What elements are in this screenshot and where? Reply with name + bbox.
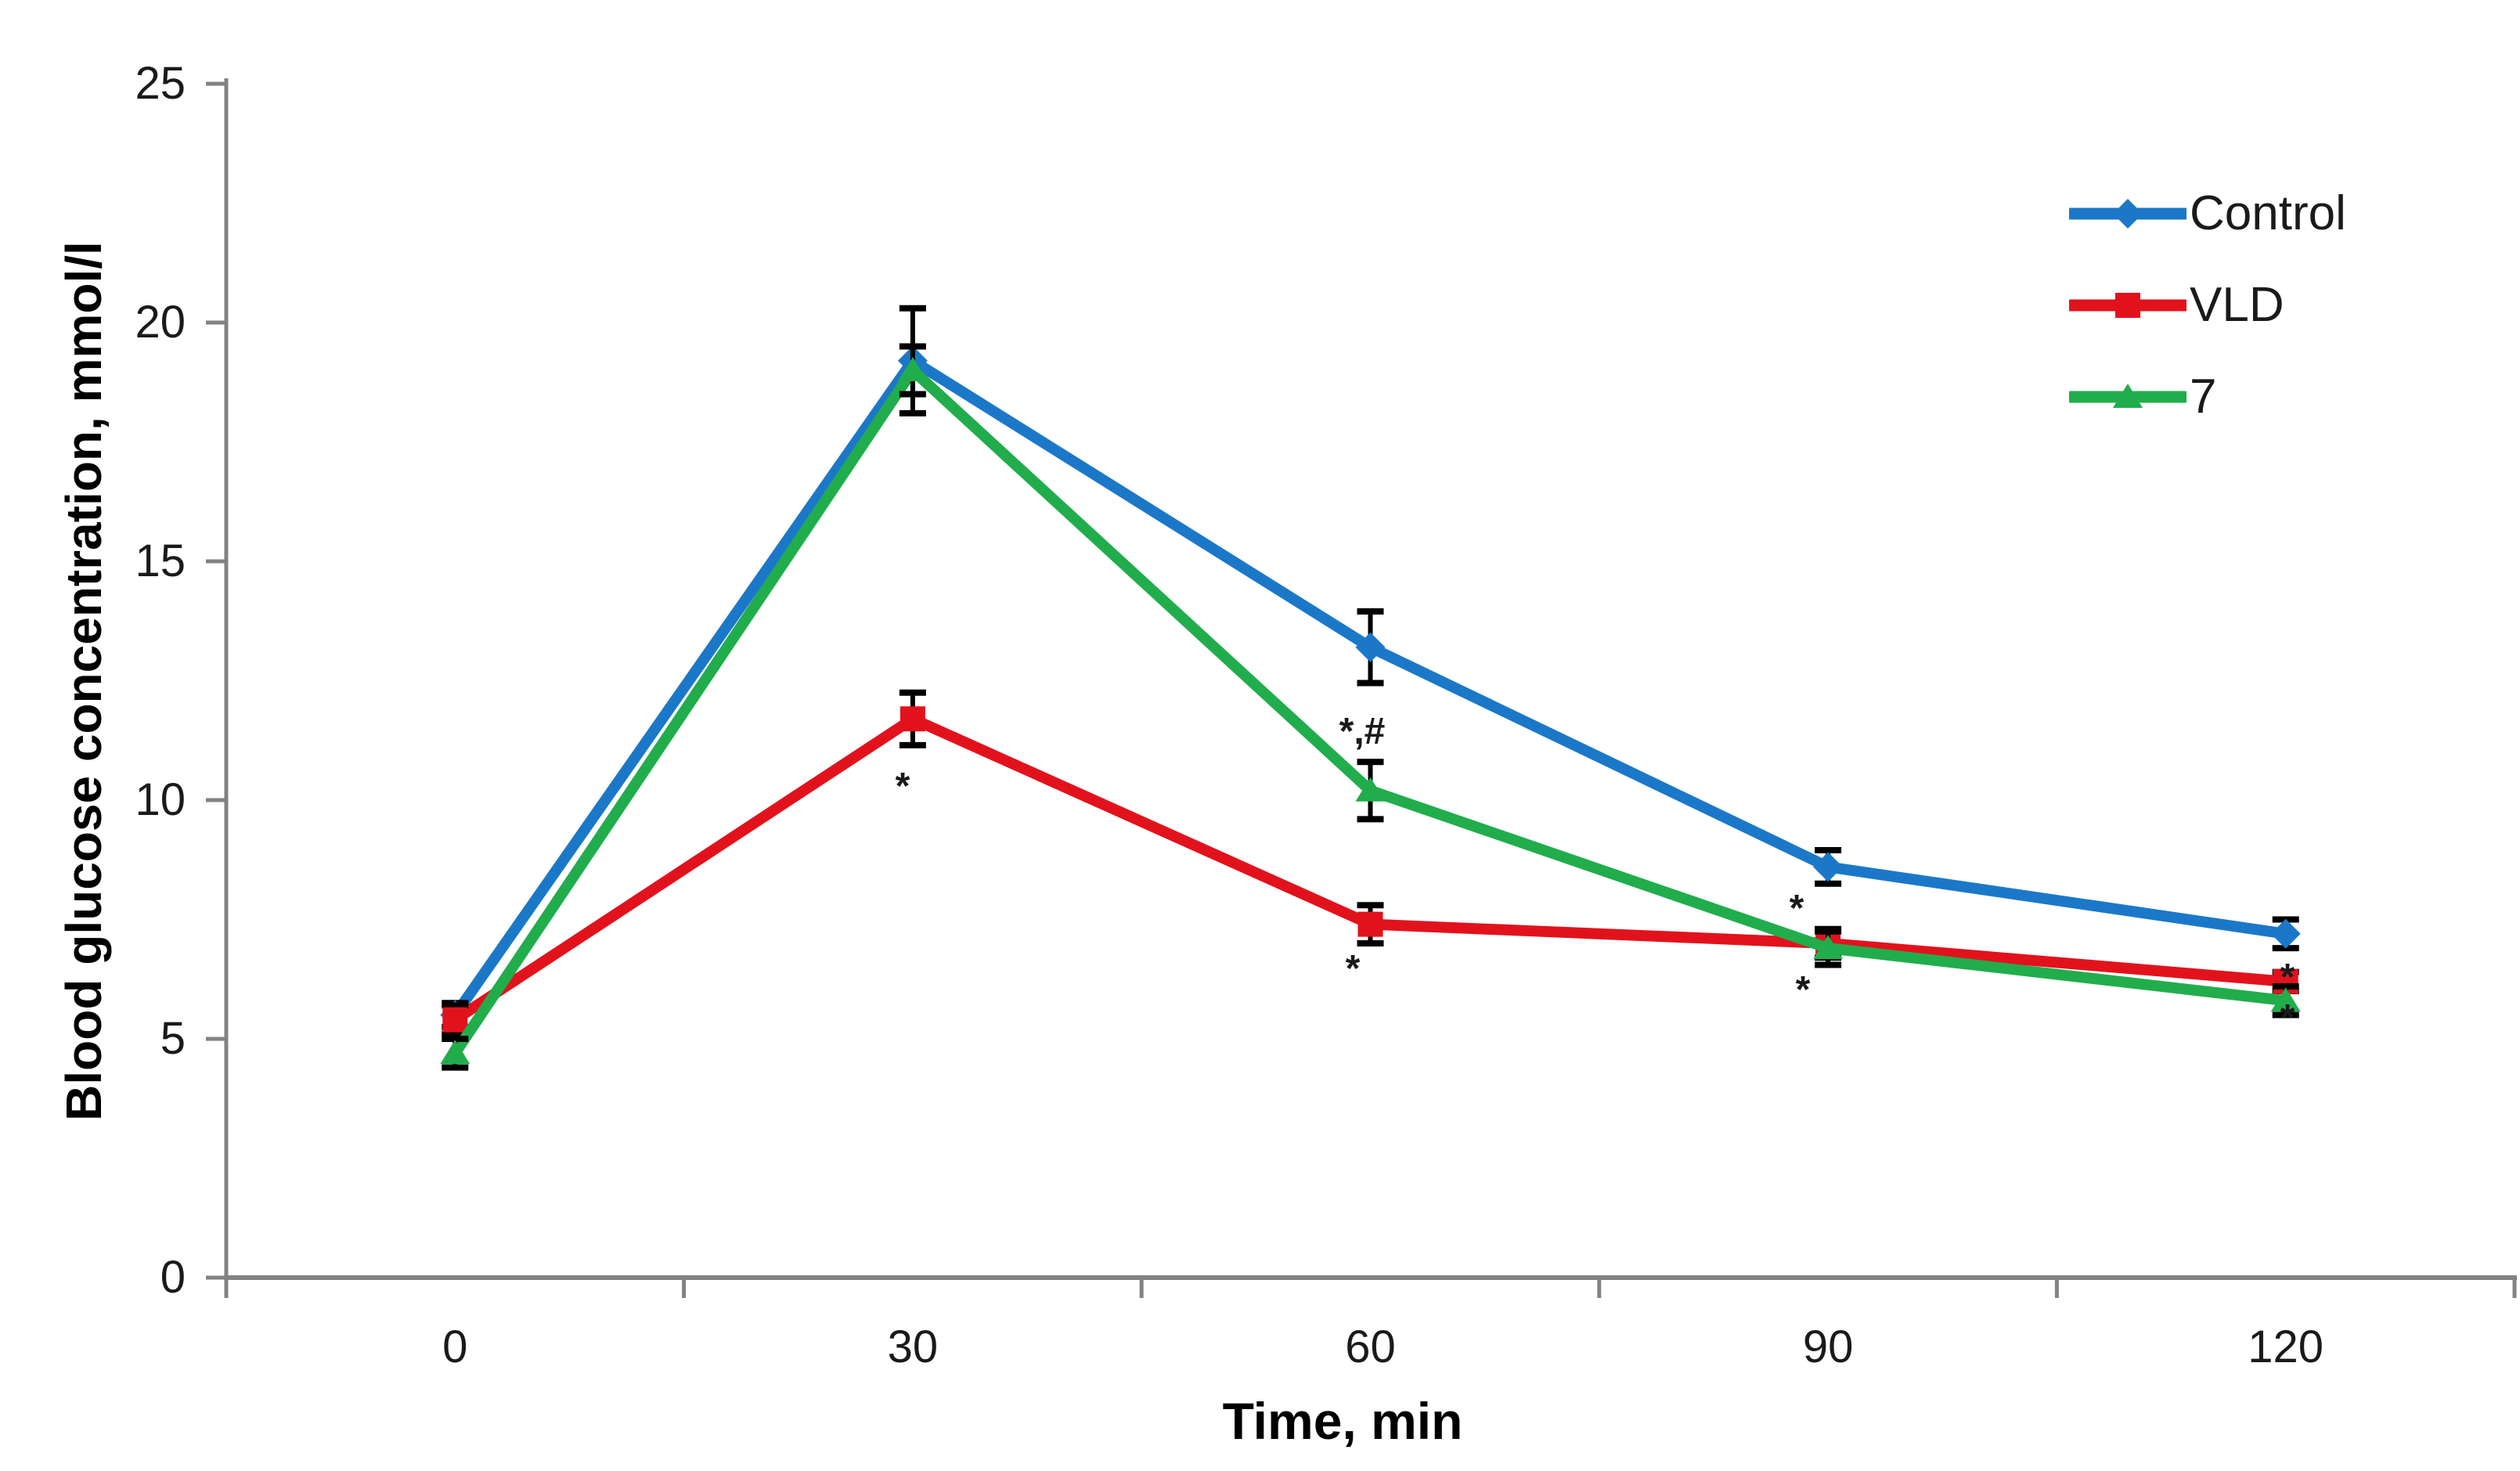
x-tick-label: 30 xyxy=(888,1321,939,1372)
square-marker-vld xyxy=(899,706,925,732)
legend-item-control: Control xyxy=(2069,186,2346,240)
significance-annotation: * xyxy=(1796,969,1811,1011)
triangle-marker-7 xyxy=(897,357,928,381)
triangle-marker-7 xyxy=(2270,987,2301,1012)
significance-annotation: * xyxy=(896,766,910,807)
diamond-marker-control xyxy=(1355,632,1386,662)
significance-annotation: *,# xyxy=(1339,711,1386,752)
legend-diamond-icon xyxy=(2113,199,2143,229)
y-tick-label: 0 xyxy=(160,1252,186,1303)
vld-line-marker-icon xyxy=(2069,293,2187,318)
square-marker-vld xyxy=(1357,911,1383,937)
legend-label-7: 7 xyxy=(2190,370,2217,424)
legend-item-vld: VLD xyxy=(2069,278,2346,332)
triangle-marker-7 xyxy=(1355,777,1386,802)
x-tick-label: 120 xyxy=(2248,1321,2324,1372)
x-axis-title: Time, min xyxy=(1222,1392,1463,1450)
y-tick-label: 25 xyxy=(135,58,186,109)
triangle-marker-7 xyxy=(1813,935,1844,960)
diamond-marker-control xyxy=(2270,918,2301,949)
triangle-marker-7 xyxy=(440,1040,470,1065)
legend-square-icon xyxy=(2115,293,2140,318)
x-tick-label: 0 xyxy=(442,1321,467,1372)
square-marker-vld xyxy=(442,1007,468,1033)
significance-annotation: * xyxy=(1790,888,1804,929)
legend-label-vld: VLD xyxy=(2190,278,2284,332)
x-tick-label: 60 xyxy=(1345,1321,1396,1372)
y-tick-label: 20 xyxy=(135,297,186,348)
x-tick-label: 90 xyxy=(1803,1321,1854,1372)
seven-line-marker-icon xyxy=(2069,384,2187,408)
significance-annotation: * xyxy=(2280,957,2295,998)
significance-annotation: * xyxy=(2280,997,2295,1039)
control-line-marker-icon xyxy=(2069,199,2187,229)
y-tick-label: 5 xyxy=(160,1013,186,1064)
legend-label-control: Control xyxy=(2190,186,2346,240)
y-tick-label: 10 xyxy=(135,774,186,825)
legend-item-7: 7 xyxy=(2069,370,2346,424)
legend: Control VLD 7 xyxy=(2069,186,2346,424)
diamond-marker-control xyxy=(1813,852,1844,882)
legend-triangle-icon xyxy=(2113,384,2143,408)
significance-annotation: * xyxy=(1346,948,1361,990)
y-tick-label: 15 xyxy=(135,535,186,586)
